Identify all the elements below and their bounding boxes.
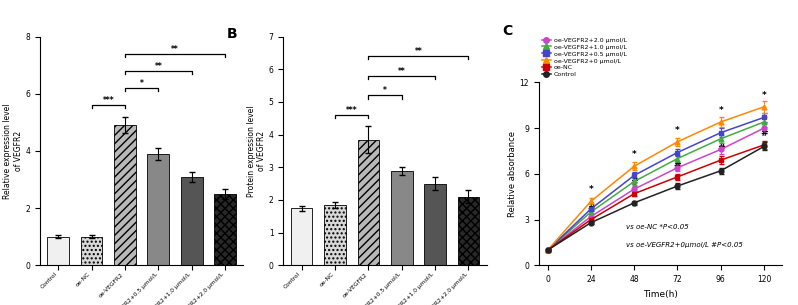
Bar <box>181 177 203 265</box>
Bar <box>391 170 413 265</box>
Text: ***: *** <box>346 106 358 115</box>
Text: #: # <box>674 161 681 170</box>
Bar <box>81 237 102 265</box>
Y-axis label: Relative absorbance: Relative absorbance <box>508 131 516 217</box>
Text: vs oe-VEGFR2+0μmol/L #P<0.05: vs oe-VEGFR2+0μmol/L #P<0.05 <box>626 242 743 248</box>
Y-axis label: Protein expression level
of VEGFR2: Protein expression level of VEGFR2 <box>247 105 266 197</box>
Text: *: * <box>718 106 723 115</box>
Bar <box>457 197 480 265</box>
Bar <box>148 154 169 265</box>
Text: *: * <box>589 185 593 195</box>
Text: #: # <box>760 129 768 138</box>
Legend: oe-VEGFR2+2.0 μmol/L, oe-VEGFR2+1.0 μmol/L, oe-VEGFR2+0.5 μmol/L, oe-VEGFR2+0 μm: oe-VEGFR2+2.0 μmol/L, oe-VEGFR2+1.0 μmol… <box>542 37 626 77</box>
Bar <box>47 237 69 265</box>
Text: #: # <box>717 144 725 153</box>
Text: *: * <box>632 150 637 159</box>
Text: *: * <box>383 86 387 95</box>
Text: ***: *** <box>102 96 114 105</box>
Text: *: * <box>761 91 766 100</box>
Text: #: # <box>630 178 638 187</box>
Bar <box>425 184 446 265</box>
Text: **: ** <box>171 45 179 54</box>
Text: **: ** <box>414 47 422 56</box>
Bar <box>324 205 346 265</box>
X-axis label: Time(h): Time(h) <box>643 290 678 299</box>
Text: B: B <box>227 27 237 41</box>
Text: **: ** <box>398 67 405 76</box>
Bar <box>114 125 136 265</box>
Text: *: * <box>675 126 680 135</box>
Bar <box>290 208 313 265</box>
Text: *: * <box>140 79 144 88</box>
Bar <box>214 194 236 265</box>
Bar <box>358 140 379 265</box>
Text: vs oe-NC *P<0.05: vs oe-NC *P<0.05 <box>626 224 689 230</box>
Text: **: ** <box>155 62 162 71</box>
Text: #: # <box>587 204 595 213</box>
Text: C: C <box>502 24 512 38</box>
Y-axis label: Relative expression level
of VEGFR2: Relative expression level of VEGFR2 <box>3 103 22 199</box>
